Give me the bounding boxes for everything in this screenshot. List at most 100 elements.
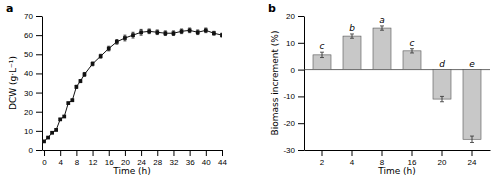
axis: -30-20-1001020: [283, 12, 304, 155]
tick: -30: [283, 146, 304, 155]
zero-line: [304, 69, 490, 70]
data-point: [58, 118, 62, 122]
error-bar: [75, 85, 78, 88]
tick-mark: [36, 150, 42, 151]
tick-mark: [322, 150, 323, 156]
tick: 20: [121, 150, 130, 167]
error-bar: [188, 28, 191, 33]
bar: [343, 36, 361, 70]
tick: 4: [350, 150, 355, 167]
tick-mark: [298, 123, 304, 124]
tick-mark: [36, 93, 42, 94]
bar: [373, 28, 391, 70]
tick: 0: [42, 150, 47, 167]
x-axis-title: Time (h): [377, 166, 416, 176]
panel: 010203040506070048121620242832364044aTim…: [6, 2, 227, 176]
data-point: [83, 73, 87, 77]
tick: 36: [186, 150, 195, 167]
tick: 60: [24, 31, 42, 40]
error-bar: [99, 54, 102, 58]
tick-label: -10: [283, 92, 295, 101]
data-point: [123, 36, 127, 40]
error-bar: [67, 102, 70, 104]
tick: 40: [202, 150, 211, 167]
axis-line: [43, 150, 223, 151]
tick-label: 2: [320, 158, 325, 167]
tick-mark: [76, 150, 77, 156]
axis: 248162024: [305, 150, 491, 167]
error-bar: [410, 49, 414, 53]
tick-mark: [60, 150, 61, 156]
panel-title: b: [268, 2, 276, 15]
letter: c: [410, 38, 415, 48]
axis: 0 10 20 30 40 50 60 70: [24, 12, 42, 155]
error-bar: [380, 26, 384, 30]
tick-mark: [93, 150, 94, 156]
data-point: [79, 79, 83, 83]
data-point: [99, 54, 103, 58]
tick: 10: [24, 127, 42, 136]
tick-mark: [44, 150, 45, 156]
tick: 12: [89, 150, 98, 167]
tick: 8: [380, 150, 385, 167]
tick-mark: [222, 150, 223, 156]
axis: 048121620242832364044: [42, 150, 227, 167]
data-point: [204, 28, 208, 32]
tick: 70: [24, 12, 42, 21]
tick-label: 10: [286, 39, 295, 48]
error-bar: [115, 40, 118, 45]
error-bar: [156, 30, 159, 35]
tick-mark: [298, 43, 304, 44]
tick-label: 20: [438, 158, 447, 167]
data-point: [180, 29, 184, 33]
tick-mark: [412, 150, 413, 156]
tick: 24: [137, 150, 146, 167]
tick-mark: [442, 150, 443, 156]
tick-mark: [157, 150, 158, 156]
data-point: [139, 30, 143, 34]
tick-label: 70: [24, 12, 33, 21]
bar: [433, 70, 451, 99]
tick-label: 30: [24, 89, 33, 98]
tick: 0: [29, 146, 42, 155]
data-point: [147, 29, 151, 33]
letter: e: [469, 59, 475, 69]
tick: 32: [170, 150, 179, 167]
error-bar: [164, 31, 167, 36]
axis-line: [305, 150, 491, 151]
tick: 44: [218, 150, 227, 167]
error-bar: [83, 72, 86, 76]
error-bar: [350, 34, 354, 38]
tick-label: 24: [468, 158, 477, 167]
error-bar: [470, 136, 474, 142]
tick-label: 4: [350, 158, 355, 167]
tick-label: 60: [24, 31, 33, 40]
tick: 16: [408, 150, 417, 167]
data-point: [188, 28, 192, 32]
tick-mark: [141, 150, 142, 156]
tick-label: 8: [75, 158, 80, 167]
tick-mark: [36, 131, 42, 132]
data-point: [75, 85, 79, 89]
tick-label: 20: [24, 108, 33, 117]
tick-label: 40: [202, 158, 211, 167]
letter: a: [379, 15, 385, 25]
axis-line: [304, 17, 305, 151]
bar: [403, 51, 421, 70]
tick: 8: [75, 150, 80, 167]
tick: 50: [24, 50, 42, 59]
data-point: [115, 40, 119, 44]
y-axis-title: Biomass increment (%): [270, 31, 280, 136]
error-bar: [212, 31, 215, 35]
tick-mark: [298, 70, 304, 71]
tick-mark: [298, 96, 304, 97]
bar: [463, 70, 481, 140]
tick-mark: [36, 35, 42, 36]
tick: 40: [24, 69, 42, 78]
tick-mark: [109, 150, 110, 156]
tick-label: 10: [24, 127, 33, 136]
data-point: [196, 30, 200, 34]
error-bar: [148, 29, 151, 34]
tick-mark: [36, 112, 42, 113]
error-bar: [196, 30, 199, 35]
